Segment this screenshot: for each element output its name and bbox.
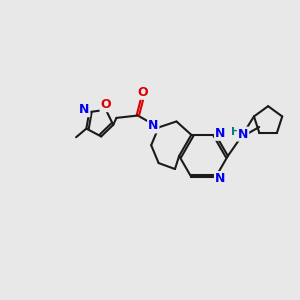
- Text: N: N: [215, 172, 225, 185]
- Text: N: N: [238, 128, 248, 141]
- Text: N: N: [79, 103, 89, 116]
- Text: N: N: [148, 119, 158, 132]
- Text: O: O: [100, 98, 111, 111]
- Text: H: H: [231, 127, 240, 137]
- Text: O: O: [137, 86, 148, 99]
- Text: N: N: [215, 127, 225, 140]
